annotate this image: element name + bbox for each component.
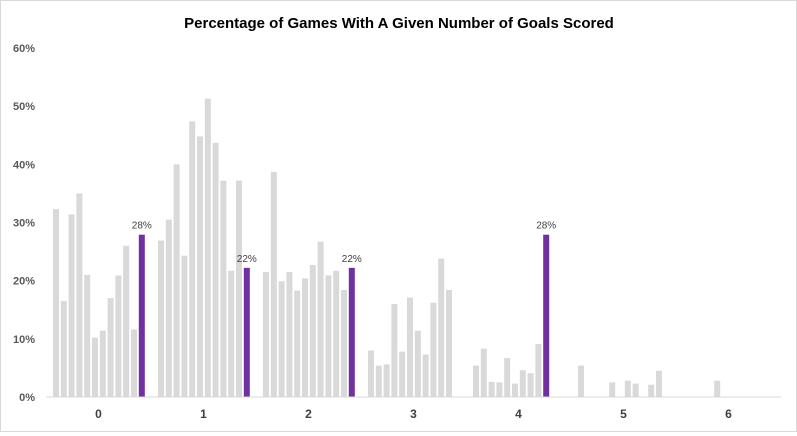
chart-title: Percentage of Games With A Given Number …: [184, 15, 614, 32]
bar: [204, 98, 211, 397]
bar: [504, 358, 511, 397]
bar: [115, 275, 122, 397]
bar: [92, 337, 98, 397]
y-tick-label: 10%: [13, 334, 35, 346]
bar: [624, 380, 631, 397]
y-tick-label: 50%: [13, 101, 35, 113]
bar: [107, 298, 114, 397]
bar: [527, 373, 534, 397]
data-label: 22%: [342, 254, 362, 265]
bar: [480, 348, 487, 397]
highlight-bar: [243, 267, 250, 397]
bar: [488, 381, 495, 397]
bar: [76, 193, 83, 397]
bar: [375, 365, 382, 397]
bar: [333, 270, 340, 397]
data-labels-group: 28% 22% 22% 28%: [132, 221, 557, 265]
bar: [714, 380, 721, 397]
highlight-bar: [543, 234, 550, 397]
x-tick-label: 4: [515, 407, 522, 421]
x-tick-label: 2: [305, 407, 312, 421]
y-axis-ticks: 0% 10% 20% 30% 40% 50% 60%: [13, 43, 35, 404]
bar: [270, 171, 277, 397]
bar: [165, 219, 172, 397]
bar: [220, 180, 227, 397]
y-tick-label: 0%: [19, 392, 35, 404]
bar: [60, 301, 67, 397]
x-tick-label: 0: [95, 407, 102, 421]
bar: [535, 344, 542, 397]
bar: [578, 365, 584, 397]
bar: [325, 275, 332, 397]
x-tick-label: 1: [200, 407, 207, 421]
bar: [236, 180, 242, 397]
bar: [53, 209, 59, 397]
bar: [278, 281, 285, 397]
bar: [212, 142, 219, 397]
bar: [286, 271, 293, 397]
y-tick-label: 20%: [13, 276, 35, 288]
highlight-bar: [348, 267, 355, 397]
bar: [407, 297, 413, 397]
bar: [399, 351, 406, 397]
data-label: 22%: [237, 254, 257, 265]
y-tick-label: 60%: [13, 43, 35, 55]
x-tick-label: 3: [410, 407, 417, 421]
bar: [302, 278, 308, 397]
y-tick-label: 40%: [13, 159, 35, 171]
highlight-bar: [138, 234, 145, 397]
data-label: 28%: [132, 221, 152, 232]
bar: [173, 164, 180, 397]
bar: [158, 240, 164, 397]
bar: [294, 290, 301, 397]
bar: [263, 271, 269, 397]
bar: [391, 303, 398, 397]
bar: [430, 302, 437, 397]
bar: [228, 270, 235, 397]
bar: [422, 354, 429, 397]
bar: [197, 136, 203, 397]
bar: [473, 365, 479, 397]
bar: [341, 289, 347, 397]
bar: [632, 383, 639, 397]
bar: [519, 370, 526, 397]
bar: [309, 264, 316, 397]
bar: [68, 214, 75, 397]
bar: [414, 330, 421, 397]
bar: [99, 330, 106, 397]
bar: [512, 383, 518, 397]
x-axis-ticks: 0 1 2 3 4 5 6: [95, 407, 732, 421]
bar: [181, 255, 188, 397]
bars-group: [53, 98, 721, 397]
bar: [123, 245, 130, 397]
y-tick-label: 30%: [13, 218, 35, 230]
bar: [317, 241, 324, 397]
data-label: 28%: [536, 221, 556, 232]
bar: [84, 274, 91, 397]
bar: [656, 370, 662, 397]
bar: [131, 329, 137, 397]
bar: [189, 121, 196, 397]
bar: [609, 382, 616, 397]
bar: [446, 289, 452, 397]
bar: [368, 350, 374, 397]
x-tick-label: 6: [725, 407, 732, 421]
bar: [438, 258, 445, 397]
bar: [648, 384, 655, 397]
bar: [496, 382, 503, 397]
x-tick-label: 5: [620, 407, 627, 421]
bar: [383, 364, 390, 397]
